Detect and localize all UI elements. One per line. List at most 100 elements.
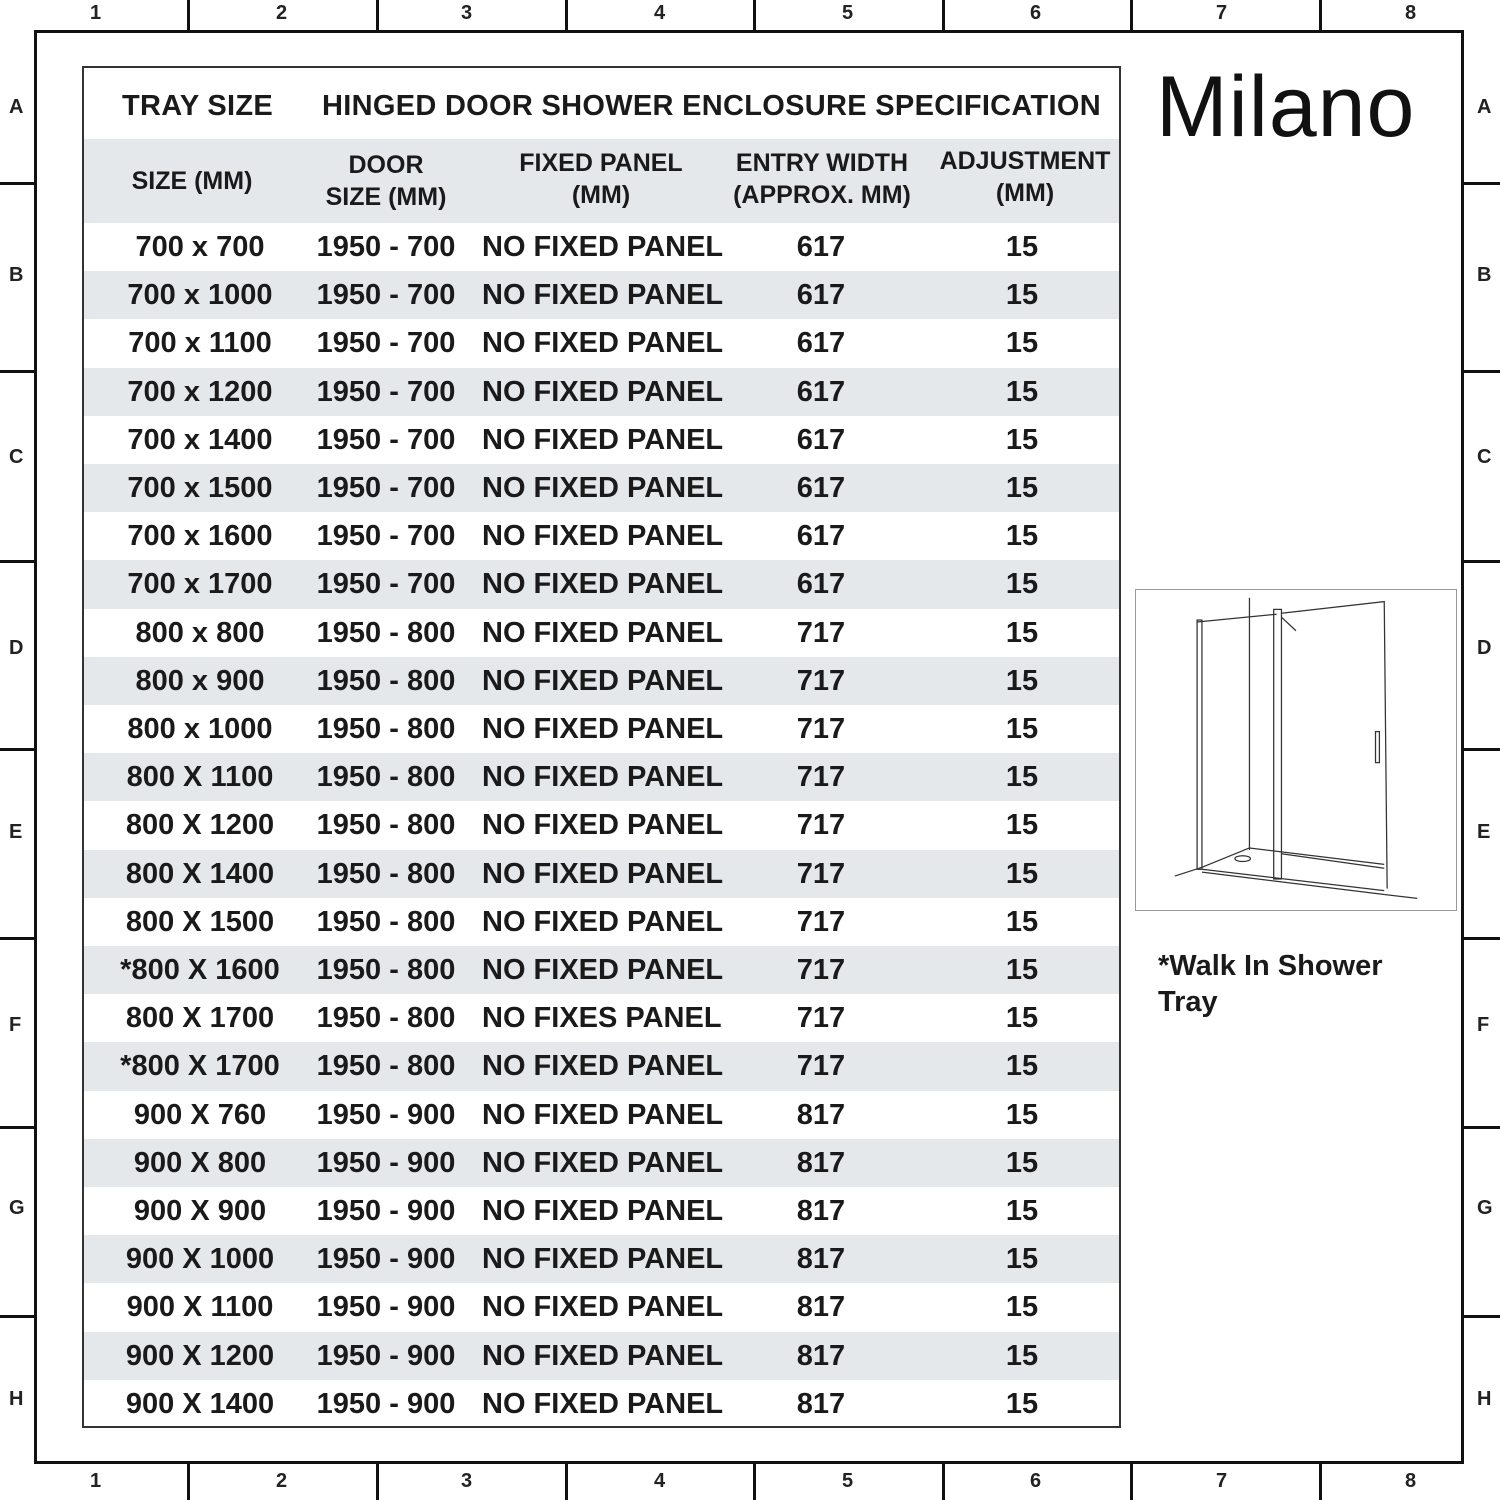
ruler-tick [1464, 1315, 1500, 1318]
cell-fixed-panel: NO FIXED PANEL [482, 1050, 724, 1083]
column-header-size: SIZE (MM) [131, 167, 253, 195]
cell-entry-width: 717 [796, 954, 846, 986]
table-row: *800 X 1700 1950 - 800 NO FIXED PANEL 717 15 [84, 1042, 1119, 1091]
table-row: 800 x 800 1950 - 800 NO FIXED PANEL 717 15 [84, 609, 1119, 657]
table-row: 900 X 800 1950 - 900 NO FIXED PANEL 817 15 [84, 1138, 1119, 1187]
cell-adjustment: 15 [1005, 616, 1039, 649]
cell-entry-width: 717 [796, 616, 846, 649]
column-header-door: DOOR SIZE (MM) [325, 151, 447, 211]
column-marker-top: 8 [1405, 2, 1417, 24]
cell-tray-size: 800 X 1100 [126, 761, 274, 794]
cell-entry-width: 617 [796, 568, 846, 601]
column-marker-bottom: 8 [1405, 1470, 1417, 1492]
cell-door-size: 1950 - 700 [316, 568, 456, 601]
cell-tray-size: 800 x 1000 [127, 713, 273, 745]
column-header-entry-width: ENTRY WIDTH (APPROX. MM) [733, 149, 911, 209]
table-row: 700 x 1500 1950 - 700 NO FIXED PANEL 617 15 [84, 464, 1119, 513]
cell-door-size: 1950 - 900 [316, 1291, 456, 1324]
cell-adjustment: 15 [1005, 231, 1039, 263]
table-title: HINGED DOOR SHOWER ENCLOSURE SPECIFICATI… [322, 90, 1101, 122]
ruler-tick [1319, 0, 1322, 30]
table-row: 700 x 700 1950 - 700 NO FIXED PANEL 617 15 [84, 223, 1119, 271]
ruler-tick [0, 1315, 34, 1318]
walk-in-tray-note: *Walk In Shower Tray [1158, 950, 1383, 1018]
cell-entry-width: 717 [796, 761, 846, 794]
cell-adjustment: 15 [1005, 327, 1039, 360]
cell-tray-size: 800 X 1500 [125, 905, 275, 938]
cell-adjustment: 15 [1005, 1291, 1039, 1324]
cell-entry-width: 717 [796, 1002, 846, 1035]
cell-door-size: 1950 - 800 [316, 1002, 456, 1035]
cell-door-size: 1950 - 900 [316, 1195, 456, 1227]
ruler-tick [1464, 182, 1500, 185]
cell-tray-size: 900 X 900 [133, 1195, 267, 1227]
table-row: 800 x 900 1950 - 800 NO FIXED PANEL 717 15 [84, 656, 1119, 705]
cell-entry-width: 617 [796, 327, 846, 360]
column-marker-bottom: 3 [461, 1470, 473, 1492]
row-marker-left: H [9, 1388, 24, 1410]
table-row: 900 X 1100 1950 - 900 NO FIXED PANEL 817 15 [84, 1283, 1119, 1331]
cell-fixed-panel: NO FIXED PANEL [482, 231, 724, 263]
column-marker-top: 3 [461, 2, 473, 24]
cell-tray-size: 800 X 1200 [125, 809, 275, 842]
table-row: 700 x 1700 1950 - 700 NO FIXED PANEL 617 15 [84, 560, 1119, 609]
cell-tray-size: 900 X 1100 [126, 1291, 274, 1324]
cell-adjustment: 15 [1005, 375, 1039, 408]
table-row: 700 x 1000 1950 - 700 NO FIXED PANEL 617 15 [84, 271, 1119, 320]
cell-fixed-panel: NO FIXED PANEL [482, 616, 724, 649]
cell-tray-size: *800 X 1700 [120, 1050, 280, 1083]
cell-door-size: 1950 - 700 [316, 279, 456, 312]
cell-adjustment: 15 [1005, 761, 1039, 794]
ruler-tick [1464, 560, 1500, 563]
cell-fixed-panel: NO FIXED PANEL [482, 472, 724, 504]
cell-adjustment: 15 [1005, 423, 1039, 456]
cell-entry-width: 717 [796, 664, 846, 697]
cell-door-size: 1950 - 800 [316, 616, 456, 649]
table-row: 800 X 1700 1950 - 800 NO FIXES PANEL 717 15 [84, 994, 1119, 1042]
ruler-tick [753, 0, 756, 30]
cell-door-size: 1950 - 800 [316, 954, 456, 986]
cell-door-size: 1950 - 700 [316, 472, 456, 504]
cell-fixed-panel: NO FIXED PANEL [482, 664, 724, 697]
shower-enclosure-illustration [1135, 589, 1457, 911]
ruler-tick [942, 0, 945, 30]
column-marker-bottom: 1 [90, 1470, 102, 1492]
row-marker-left: A [9, 96, 24, 118]
table-row: 900 X 1400 1950 - 900 NO FIXED PANEL 817 15 [84, 1380, 1119, 1428]
cell-adjustment: 15 [1005, 1243, 1039, 1276]
column-marker-top: 5 [842, 2, 854, 24]
table-row: 700 x 1400 1950 - 700 NO FIXED PANEL 617 15 [84, 416, 1119, 464]
ruler-tick [0, 748, 34, 751]
column-marker-bottom: 5 [842, 1470, 854, 1492]
cell-door-size: 1950 - 900 [316, 1243, 456, 1276]
cell-fixed-panel: NO FIXED PANEL [482, 1339, 724, 1372]
cell-entry-width: 617 [796, 375, 846, 408]
cell-adjustment: 15 [1005, 568, 1039, 601]
drawing-frame [34, 30, 1464, 1464]
cell-tray-size: *800 X 1600 [120, 954, 280, 986]
table-row: 800 X 1100 1950 - 800 NO FIXED PANEL 717 15 [84, 753, 1119, 802]
cell-tray-size: 800 X 1700 [125, 1002, 275, 1035]
ruler-tick [565, 0, 568, 30]
cell-entry-width: 717 [796, 905, 846, 938]
cell-tray-size: 900 X 1000 [125, 1243, 275, 1276]
cell-entry-width: 817 [796, 1098, 846, 1131]
cell-door-size: 1950 - 800 [316, 713, 456, 745]
row-marker-right: B [1477, 264, 1492, 286]
cell-tray-size: 700 x 1700 [127, 568, 273, 601]
row-marker-left: C [9, 446, 24, 468]
cell-tray-size: 800 X 1400 [125, 857, 275, 890]
cell-tray-size: 900 X 1200 [125, 1339, 275, 1372]
column-headers: SIZE (MM) DOOR SIZE (MM) FIXED PANEL (MM) … [84, 139, 1119, 223]
column-marker-bottom: 7 [1216, 1470, 1228, 1492]
cell-adjustment: 15 [1005, 857, 1039, 890]
ruler-tick [1464, 1126, 1500, 1129]
cell-door-size: 1950 - 700 [316, 423, 456, 456]
column-marker-bottom: 2 [276, 1470, 288, 1492]
ruler-tick [0, 182, 34, 185]
cell-entry-width: 717 [796, 809, 846, 842]
cell-tray-size: 900 X 1400 [125, 1387, 275, 1420]
cell-fixed-panel: NO FIXED PANEL [482, 809, 724, 842]
ruler-tick [942, 1464, 945, 1500]
cell-fixed-panel: NO FIXED PANEL [482, 954, 724, 986]
